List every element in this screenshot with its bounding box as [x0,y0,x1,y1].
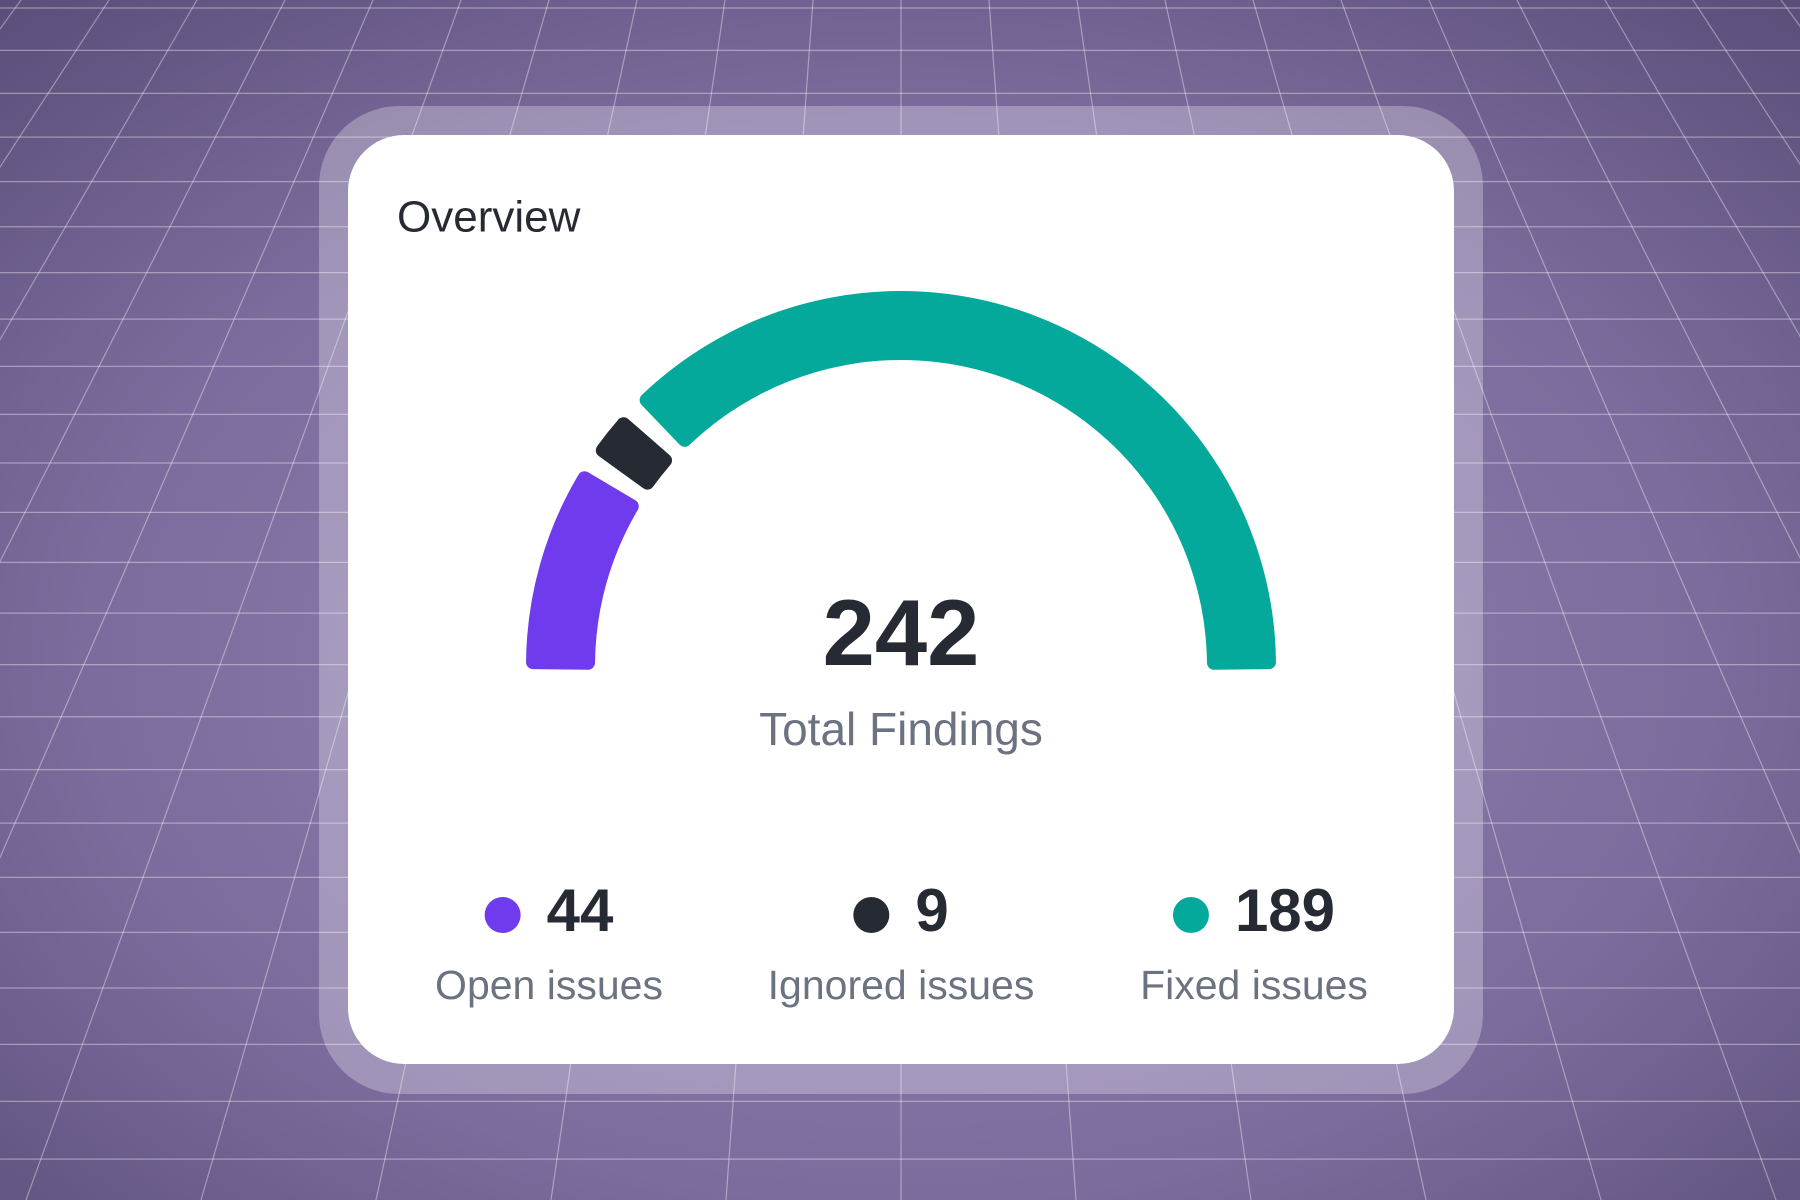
total-value: 242 [823,580,980,685]
legend-value: 9 [915,877,948,944]
card [348,135,1454,1064]
grid-line-vertical [0,0,374,859]
gauge-segment [595,417,673,490]
gauge-segment [526,471,639,670]
grid-line-vertical [1604,0,1800,338]
grid-line-vertical [1428,0,1800,855]
legend: 44 Open issues 9 Ignored issues 189 Fixed iss… [435,877,1368,1008]
legend-value: 44 [547,877,614,944]
legend-label: Fixed issues [1140,962,1368,1008]
legend-value: 189 [1235,877,1335,944]
gauge [526,291,1276,670]
total-label: Total Findings [759,703,1043,755]
legend-dot [484,897,521,933]
grid-line-vertical [0,0,286,563]
legend-dot [1172,897,1209,933]
gauge-segment [639,291,1276,670]
legend-dot [853,897,890,933]
grid-line-vertical [1516,0,1800,559]
legend-label: Ignored issues [768,962,1035,1008]
grid-line-vertical [0,0,198,341]
card-title: Overview [397,193,581,242]
legend-label: Open issues [435,962,663,1008]
